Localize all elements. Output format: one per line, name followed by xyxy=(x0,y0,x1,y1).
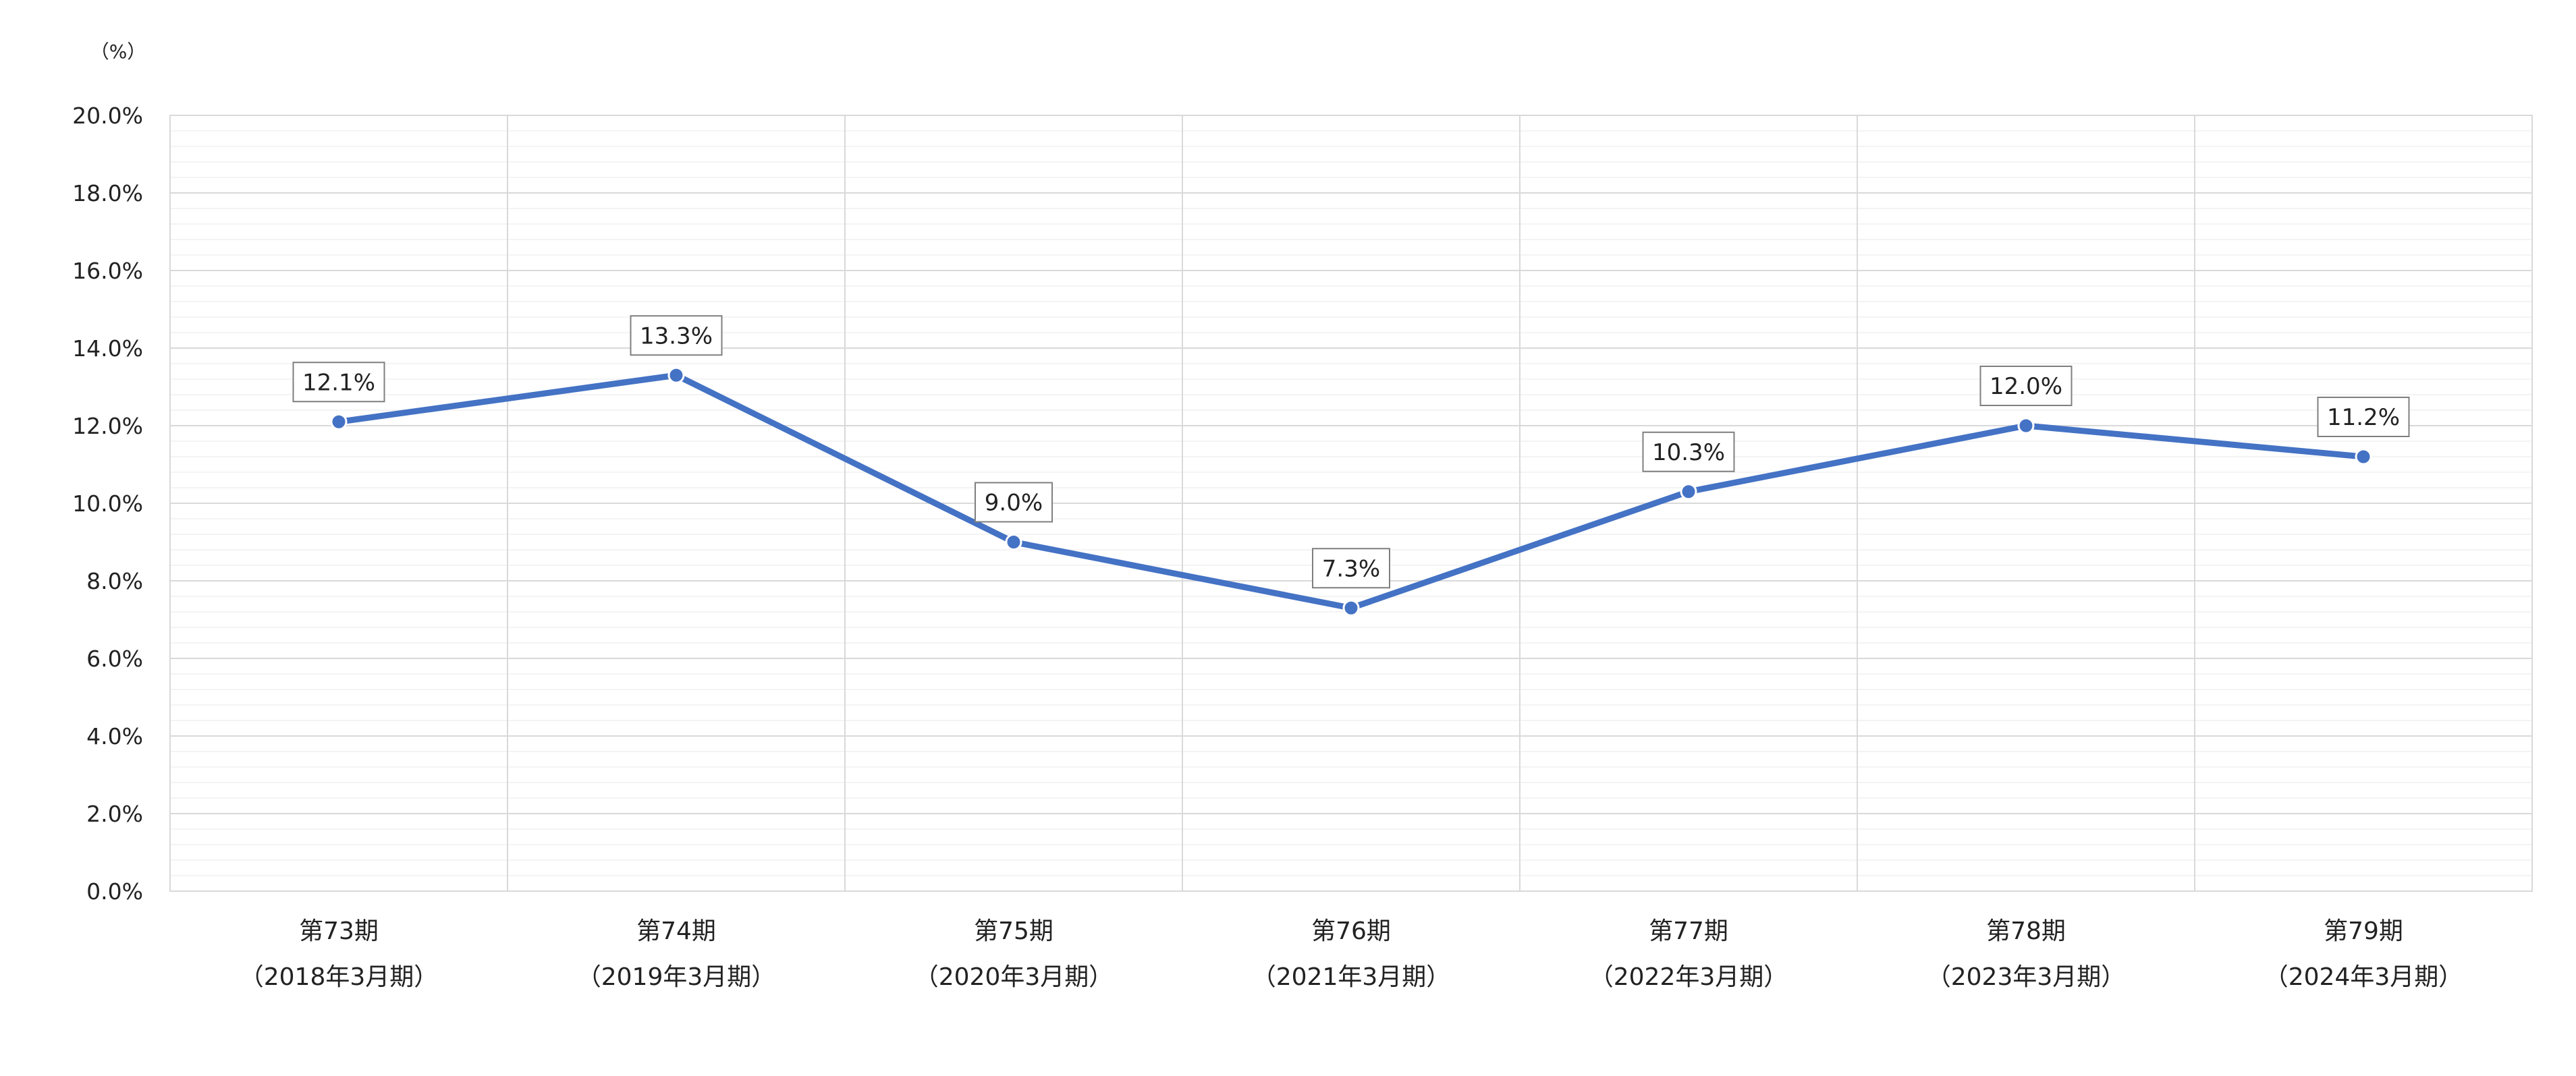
data-label: 7.3% xyxy=(1322,555,1380,582)
x-tick-period-label: 第78期 xyxy=(1986,917,2066,945)
x-tick-period-label: 第76期 xyxy=(1311,917,1391,945)
x-tick-fiscal-label: （2022年3月期） xyxy=(1589,963,1788,991)
x-tick-period-label: 第79期 xyxy=(2324,917,2403,945)
data-label-box xyxy=(1642,431,1735,472)
y-tick-label: 20.0% xyxy=(72,103,143,129)
series-rate xyxy=(330,366,2372,617)
data-label: 12.0% xyxy=(1990,373,2062,400)
x-tick-period-label: 第74期 xyxy=(636,917,716,945)
data-labels: 12.1% 13.3% 9.0% 7.3% 10.3% 12.0% 11.2% xyxy=(292,315,2410,589)
y-tick-label: 12.0% xyxy=(72,413,143,439)
x-tick-fiscal-label: （2023年3月期） xyxy=(1927,963,2126,991)
data-point xyxy=(1342,599,1360,617)
data-point xyxy=(2355,448,2372,465)
data-point xyxy=(1680,483,1697,501)
x-axis-tick-labels: 第73期 （2018年3月期） 第74期 （2019年3月期） 第75期 （2020年3月… xyxy=(240,917,2463,991)
data-label-box xyxy=(975,482,1053,523)
data-point xyxy=(1005,534,1022,550)
minor-gridlines xyxy=(170,130,2532,876)
plot-area-border xyxy=(169,115,2533,892)
data-label: 10.3% xyxy=(1652,439,1725,466)
y-tick-label: 16.0% xyxy=(72,258,143,284)
data-label: 12.1% xyxy=(302,369,375,396)
x-tick-period-label: 第77期 xyxy=(1649,917,1728,945)
y-tick-label: 2.0% xyxy=(86,801,143,827)
y-tick-label: 4.0% xyxy=(86,723,143,749)
category-dividers xyxy=(507,115,2195,891)
data-label: 9.0% xyxy=(985,490,1043,517)
x-tick-period-label: 第73期 xyxy=(299,917,379,945)
major-gridlines xyxy=(170,115,2532,892)
data-point xyxy=(330,413,348,430)
data-label-box xyxy=(1312,548,1390,589)
y-tick-label: 10.0% xyxy=(72,490,143,517)
x-tick-fiscal-label: （2018年3月期） xyxy=(240,963,439,991)
y-tick-label: 0.0% xyxy=(86,878,143,905)
x-tick-period-label: 第75期 xyxy=(974,917,1053,945)
data-label: 11.2% xyxy=(2327,404,2400,431)
data-point xyxy=(667,366,685,384)
y-tick-label: 18.0% xyxy=(72,180,143,206)
data-label-box xyxy=(292,362,385,403)
data-label: 13.3% xyxy=(640,322,713,349)
x-tick-fiscal-label: （2021年3月期） xyxy=(1252,963,1451,991)
y-tick-label: 8.0% xyxy=(86,568,143,594)
data-point xyxy=(2017,417,2035,434)
data-label-box xyxy=(630,315,723,356)
x-tick-fiscal-label: （2019年3月期） xyxy=(577,963,776,991)
data-label-box xyxy=(2317,397,2410,437)
x-tick-fiscal-label: （2020年3月期） xyxy=(914,963,1114,991)
y-axis-tick-labels: 0.0% 2.0% 4.0% 6.0% 8.0% 10.0% 12.0% 14.0% 16.0%… xyxy=(72,103,143,905)
y-tick-label: 14.0% xyxy=(72,335,143,362)
data-label-box xyxy=(1979,366,2073,406)
y-axis-unit-label: （%） xyxy=(90,40,146,63)
y-tick-label: 6.0% xyxy=(86,646,143,672)
x-tick-fiscal-label: （2024年3月期） xyxy=(2264,963,2463,991)
